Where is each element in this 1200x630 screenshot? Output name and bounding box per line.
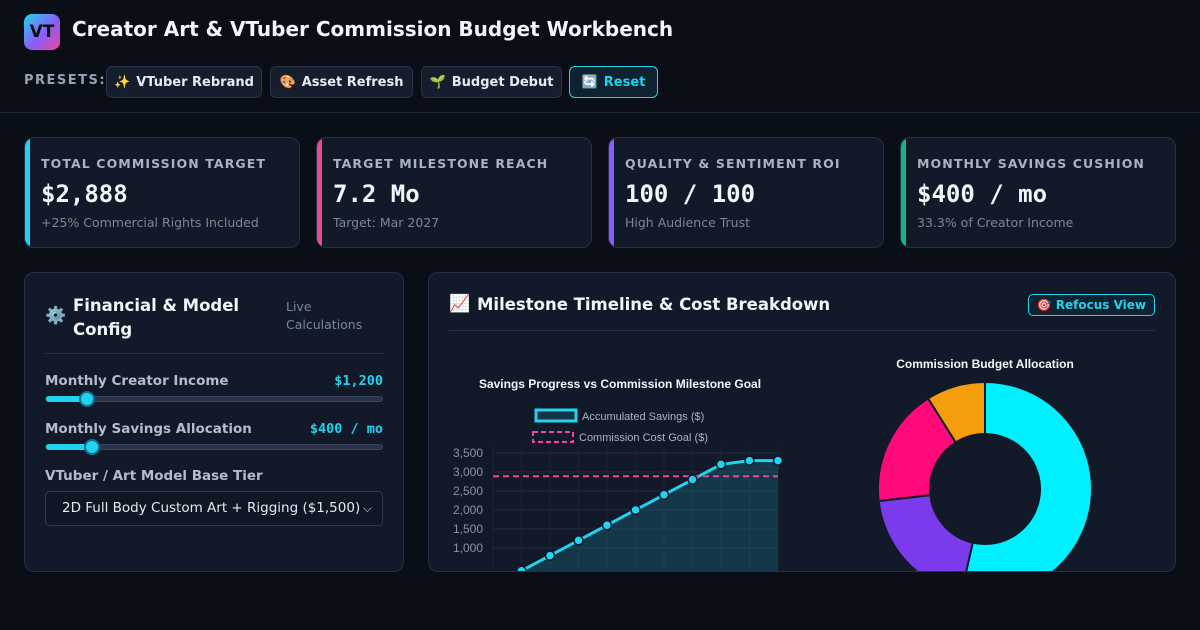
slider-thumb[interactable] (78, 391, 95, 407)
savings-point (772, 455, 784, 466)
kpi-value: 100 / 100 (625, 180, 756, 208)
slider-thumb[interactable] (83, 439, 100, 455)
y-tick-label: 1,500 (453, 522, 483, 536)
kpi-subtext: 33.3% of Creator Income (917, 215, 1074, 230)
gear-icon: ⚙️ (45, 306, 67, 326)
income-slider[interactable] (45, 391, 383, 407)
preset-label: Budget Debut (451, 74, 554, 90)
kpi-label: MONTHLY SAVINGS CUSHION (917, 156, 1145, 171)
preset-asset-refresh-button[interactable]: 🎨 Asset Refresh (270, 66, 413, 98)
savings-point (630, 504, 641, 516)
kpi-subtext: Target: Mar 2027 (333, 215, 440, 230)
savings-label: Monthly Savings Allocation (45, 421, 252, 437)
y-tick-label: 2,000 (453, 503, 483, 517)
income-value: $1,200 (334, 373, 383, 389)
savings-area (521, 460, 778, 571)
legend-swatch-goal (532, 431, 574, 443)
kpi-accent-bar (901, 138, 906, 247)
savings-line (520, 459, 778, 571)
slider-fill (46, 396, 87, 402)
tier-select[interactable]: 2D Full Body Custom Art + Rigging ($1,50… (45, 491, 383, 526)
app-header: VT Creator Art & VTuber Commission Budge… (0, 0, 1200, 113)
kpi-value: $2,888 (41, 180, 128, 208)
y-tick-label: 2,500 (453, 484, 483, 498)
palette-icon: 🎨 (279, 74, 296, 90)
kpi-subtext: +25% Commercial Rights Included (41, 215, 259, 230)
preset-budget-debut-button[interactable]: 🌱 Budget Debut (421, 66, 562, 98)
y-tick-label: 3,500 (453, 446, 483, 460)
kpi-label: TOTAL COMMISSION TARGET (41, 156, 267, 171)
savings-point (658, 489, 670, 501)
live-calculations-hint: Live Calculations (286, 299, 363, 332)
kpi-accent-bar (25, 138, 30, 247)
donut-slice (926, 380, 986, 444)
line-chart-title: Savings Progress vs Commission Milestone… (479, 377, 761, 391)
legend-label-savings: Accumulated Savings ($) (582, 411, 704, 423)
savings-point (544, 550, 556, 561)
donut-slice (877, 494, 974, 571)
y-tick-label: 3,000 (453, 465, 483, 479)
panel-title: Milestone Timeline & Cost Breakdown (477, 295, 831, 314)
seedling-icon: 🌱 (429, 74, 446, 90)
kpi-subtext: High Audience Trust (625, 215, 751, 230)
savings-slider[interactable] (45, 439, 383, 455)
chart-increasing-icon: 📈 (449, 294, 471, 314)
preset-label: Asset Refresh (301, 74, 404, 90)
app-title: Creator Art & VTuber Commission Budget W… (72, 17, 674, 41)
sparkles-icon: ✨ (114, 74, 131, 90)
kpi-label: TARGET MILESTONE REACH (333, 156, 549, 171)
panel-title: Financial & Model Config (73, 296, 240, 339)
refocus-view-button[interactable]: 🎯 Refocus View (1027, 294, 1155, 316)
kpi-card-quality-roi: QUALITY & SENTIMENT ROI 100 / 100 High A… (608, 137, 884, 248)
reset-button[interactable]: 🔄 Reset (569, 66, 658, 98)
slider-fill (46, 444, 92, 450)
kpi-card-savings-cushion: MONTHLY SAVINGS CUSHION $400 / mo 33.3% … (900, 137, 1176, 248)
legend-swatch-savings (534, 408, 578, 423)
kpi-value: $400 / mo (917, 180, 1048, 208)
refresh-icon: 🔄 (581, 74, 598, 90)
kpi-value: 7.2 Mo (333, 180, 420, 208)
app-logo: VT (24, 14, 60, 50)
savings-point (516, 565, 527, 571)
kpi-accent-bar (317, 138, 322, 247)
kpi-accent-bar (609, 138, 614, 247)
savings-point (687, 474, 698, 485)
kpi-card-milestone-reach: TARGET MILESTONE REACH 7.2 Mo Target: Ma… (316, 137, 592, 248)
donut-slice (965, 380, 1093, 571)
presets-label: PRESETS: (24, 73, 107, 88)
donut-chart-title: Commission Budget Allocation (896, 357, 1074, 371)
savings-value: $400 / mo (309, 421, 383, 437)
tier-label: VTuber / Art Model Base Tier (45, 468, 263, 484)
income-label: Monthly Creator Income (45, 373, 229, 389)
savings-point (573, 535, 584, 546)
savings-point (744, 455, 755, 466)
kpi-card-commission-target: TOTAL COMMISSION TARGET $2,888 +25% Comm… (24, 137, 300, 248)
savings-point (601, 519, 613, 531)
tier-selected-value: 2D Full Body Custom Art + Rigging ($1,50… (62, 500, 361, 516)
kpi-label: QUALITY & SENTIMENT ROI (625, 156, 841, 171)
panel-divider (449, 330, 1155, 331)
preset-label: VTuber Rebrand (136, 74, 254, 90)
savings-point (715, 459, 727, 470)
legend-label-goal: Commission Cost Goal ($) (579, 432, 708, 444)
y-tick-label: 1,000 (453, 541, 483, 555)
chevron-down-icon: ⌵ (362, 501, 372, 515)
financial-config-panel: ⚙️ Financial & Model Config Live Calcula… (24, 272, 404, 572)
preset-label: Reset (603, 74, 646, 90)
preset-vtuber-rebrand-button[interactable]: ✨ VTuber Rebrand (106, 66, 262, 98)
charts-area: Savings Progress vs Commission Milestone… (453, 357, 1093, 571)
panel-divider (45, 353, 383, 354)
milestone-timeline-panel: 📈 Milestone Timeline & Cost Breakdown 🎯 … (428, 272, 1176, 572)
